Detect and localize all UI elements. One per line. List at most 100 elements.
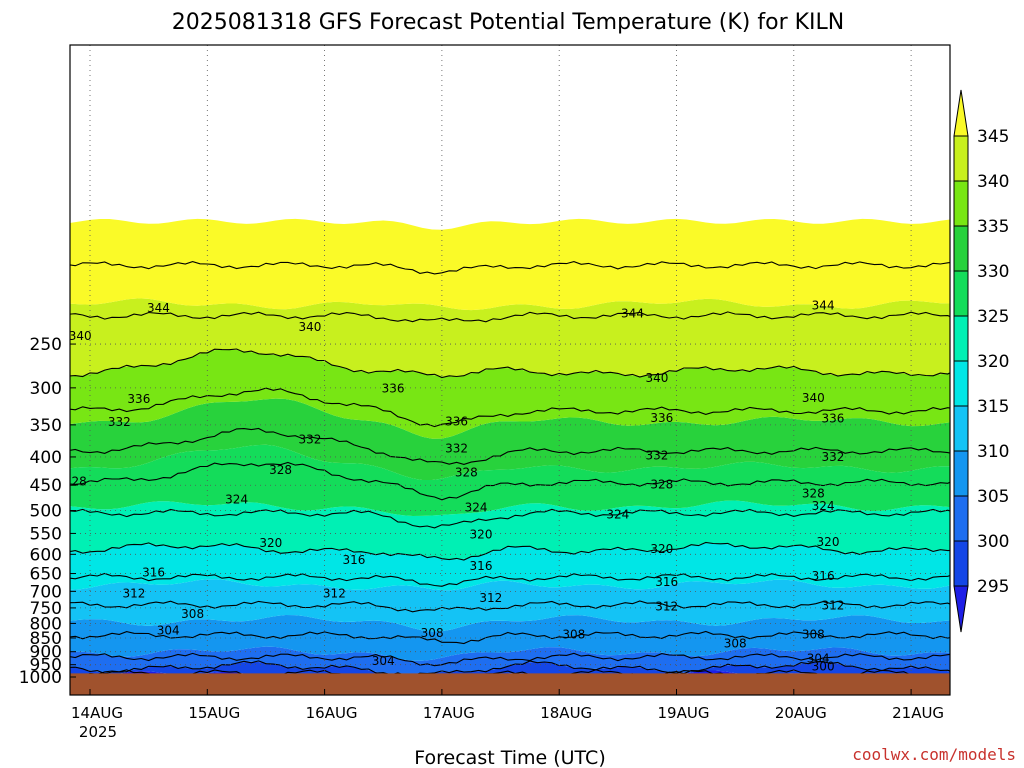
y-tick-label: 550 [30, 524, 62, 544]
contour-label: 308 [562, 628, 585, 642]
contour-line [70, 427, 950, 465]
contour-label: 312 [479, 591, 502, 605]
plot-frame [69, 44, 951, 696]
contour-label: 336 [821, 412, 844, 426]
colorbar-segment [953, 180, 969, 227]
color-band [70, 398, 950, 480]
contour-label: 344 [147, 301, 170, 315]
contour-label: 336 [445, 414, 468, 428]
colorbar-label: 305 [977, 487, 1009, 507]
colorbar-label: 325 [977, 307, 1009, 327]
contour-label: 308 [802, 628, 825, 642]
contour-label: 328 [269, 463, 292, 477]
y-tick-label: 900 [30, 643, 62, 663]
color-band [70, 349, 950, 439]
contour-label: 308 [724, 637, 747, 651]
contour-label: 312 [323, 586, 346, 600]
contour-label: 304 [807, 651, 830, 665]
contour-label: 320 [650, 542, 673, 556]
contour-line [70, 387, 950, 428]
y-tick-label: 1000 [19, 668, 62, 688]
contour-label: 324 [606, 507, 629, 521]
contour-label: 316 [655, 575, 678, 589]
contour-label: 340 [802, 391, 825, 405]
colorbar-label: 335 [977, 217, 1009, 237]
colorbar-segment [953, 495, 969, 542]
colorbar-segment [953, 315, 969, 362]
x-tick-label: 14AUG [71, 704, 123, 722]
contour-line [70, 630, 950, 645]
contour-label: 344 [812, 299, 835, 313]
contour-label: 312 [123, 586, 146, 600]
contour-label: 316 [470, 559, 493, 573]
colorbar-segment [953, 270, 969, 317]
contour-label: 332 [821, 450, 844, 464]
y-tick-label: 500 [30, 502, 62, 522]
contour-label: 320 [817, 535, 840, 549]
ground-surface [70, 673, 950, 695]
contour-line [70, 660, 950, 677]
contour-label: 340 [69, 329, 92, 343]
colorbar-segment [953, 225, 969, 272]
gridlines [70, 45, 950, 695]
colorbar-label: 330 [977, 262, 1009, 282]
colorbar-label: 295 [977, 577, 1009, 597]
colorbar-label: 310 [977, 442, 1009, 462]
contour-line [70, 600, 950, 613]
colorbar-segment [953, 540, 969, 587]
y-tick-label: 950 [30, 656, 62, 676]
x-tick-label: 21AUG [892, 704, 944, 722]
contour-label: 328 [802, 487, 825, 501]
colorbar-segment [953, 135, 969, 182]
contour-label: 324 [225, 493, 248, 507]
contour-label: 308 [181, 607, 204, 621]
y-tick-label: 700 [30, 582, 62, 602]
contour-line [70, 348, 950, 379]
contour-label: 328 [64, 474, 87, 488]
contour-label: 336 [127, 392, 150, 406]
y-tick-label: 650 [30, 565, 62, 585]
contour-label: 332 [298, 433, 321, 447]
x-tick-label: 19AUG [658, 704, 710, 722]
x-axis: 14AUG 15AUG 16AUG 17AUG 18AUG 19AUG 20AUG 21AUG… [71, 689, 944, 741]
contour-label: 332 [645, 449, 668, 463]
y-tick-label: 750 [30, 599, 62, 619]
colorbar-segment [953, 89, 969, 137]
contour-label: 336 [650, 411, 673, 425]
y-tick-label: 250 [30, 335, 62, 355]
contour-label: 328 [650, 478, 673, 492]
contour-label: 320 [259, 536, 282, 550]
contour-label: 324 [812, 499, 835, 513]
chart-title: 2025081318 GFS Forecast Potential Temper… [172, 10, 845, 35]
contour-label: 336 [382, 382, 405, 396]
y-tick-label: 600 [30, 545, 62, 565]
contour-line [70, 652, 950, 667]
contour-label: 300 [812, 660, 835, 674]
color-band [70, 543, 950, 591]
contour-line [70, 311, 950, 323]
contour-label: 332 [108, 415, 131, 429]
contour-label: 304 [157, 624, 180, 638]
colorbar-segment [953, 585, 969, 633]
y-tick-label: 400 [30, 448, 62, 468]
x-tick-label: 20AUG [775, 704, 827, 722]
colorbar-label: 315 [977, 397, 1009, 417]
x-tick-label: 16AUG [306, 704, 358, 722]
color-band [70, 646, 950, 676]
colorbar-segment [953, 405, 969, 452]
colorbar-label: 345 [977, 127, 1009, 147]
contour-label: 340 [298, 320, 321, 334]
credit-text[interactable]: coolwx.com/models [852, 745, 1016, 764]
y-tick-label: 300 [30, 379, 62, 399]
contour-line [70, 541, 950, 561]
contour-label: 316 [812, 569, 835, 583]
x-axis-label: Forecast Time (UTC) [414, 747, 605, 768]
contour-labels: 344 344 344 340 340 340 340 336 336 336 336 336 332 3… [64, 299, 844, 674]
contour-label: 308 [421, 626, 444, 640]
color-band [70, 218, 950, 311]
y-axis: 2503003504004505005506006507007508008509… [19, 335, 76, 688]
colorbar: 345 340 335 330 325 320 315 310 305 300 295 [953, 89, 1009, 633]
contour-label: 312 [655, 599, 678, 613]
contour-line [70, 461, 950, 501]
contour-label: 304 [372, 654, 395, 668]
